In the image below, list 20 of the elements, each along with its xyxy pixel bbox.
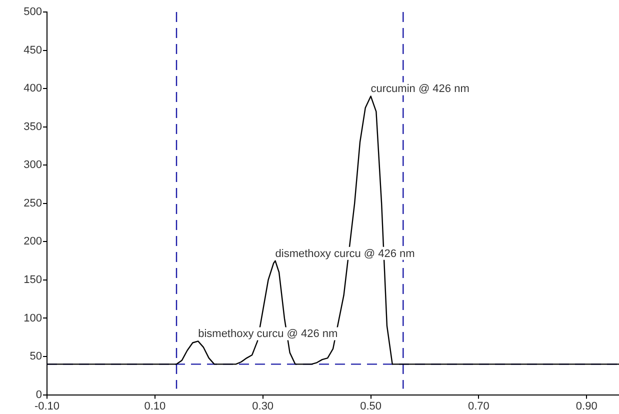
- x-tick-label: 0.50: [360, 400, 382, 412]
- y-tick-label: 150: [24, 274, 42, 286]
- y-tick-label: 300: [24, 159, 42, 172]
- y-tick-label: 50: [30, 350, 42, 363]
- y-tick-label: 350: [24, 120, 42, 133]
- y-tick-label: 100: [24, 312, 42, 324]
- x-tick-label: 0.90: [576, 400, 598, 412]
- y-tick-label: 0: [36, 388, 42, 401]
- y-tick-label: 400: [24, 82, 42, 95]
- annotation: curcumin @ 426 nm: [370, 83, 470, 96]
- y-tick-label: 450: [24, 44, 42, 56]
- x-tick-label: 0.10: [144, 400, 166, 412]
- x-tick-label: 0.30: [252, 400, 274, 412]
- x-tick-label: 0.70: [468, 400, 490, 412]
- x-tick-label: -0.10: [34, 400, 60, 412]
- y-tick-label: 250: [24, 197, 42, 210]
- annotation: dismethoxy curcu @ 426 nm: [275, 248, 415, 260]
- y-tick-label: 200: [24, 236, 42, 248]
- annotation: bismethoxy curcu @ 426 nm: [198, 328, 338, 340]
- y-tick-label: 500: [24, 6, 42, 18]
